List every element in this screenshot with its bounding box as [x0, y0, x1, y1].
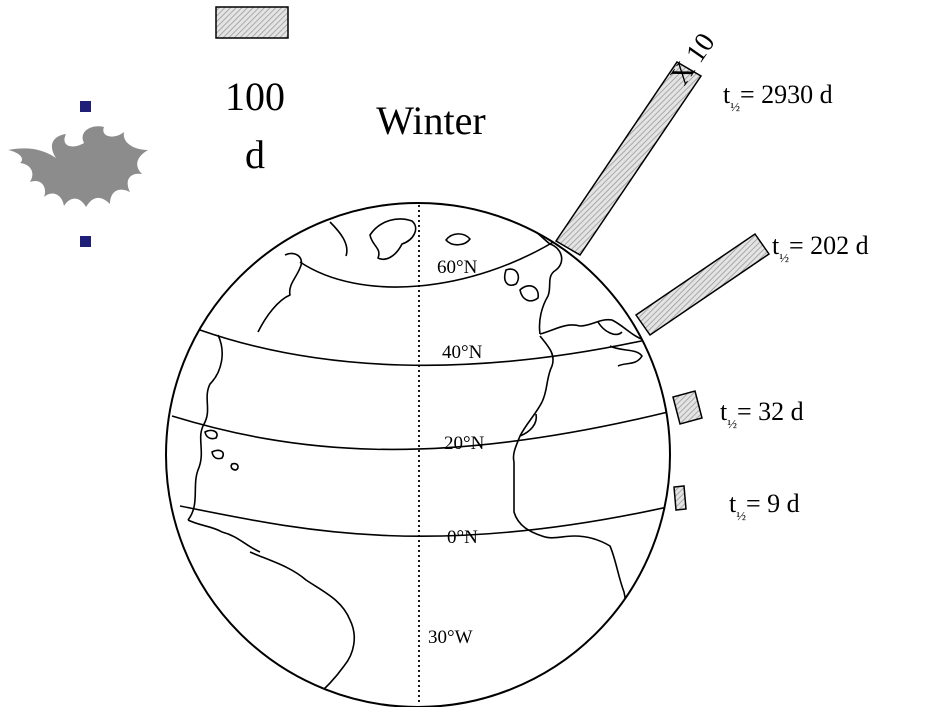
flame-logo-icon: [8, 126, 148, 207]
half-life-symbol: t: [723, 80, 731, 109]
half-life-value: = 2930 d: [740, 80, 833, 109]
half-life-bar-9d: [673, 485, 687, 511]
half-life-value: = 202 d: [789, 231, 869, 260]
globe-outline: [165, 202, 671, 707]
half-life-symbol: t: [772, 231, 780, 260]
half-life-bar-2930d: [554, 60, 703, 257]
latitude-label-20n: 20°N: [444, 433, 485, 454]
latitude-line-40n: [199, 329, 647, 367]
continent-outlines: [187, 218, 645, 701]
svg-text:t½= 2930 d: t½= 2930 d: [723, 80, 833, 114]
legend-scale-unit: d: [245, 132, 265, 177]
half-life-value: = 32 d: [737, 397, 804, 426]
half-life-bar-202d: [634, 232, 771, 337]
half-life-bars: [554, 60, 771, 511]
half-life-symbol: t: [729, 489, 737, 518]
half-life-label-2930d: t½= 2930 d: [723, 80, 833, 114]
meridian-label-30w: 30°W: [428, 627, 473, 648]
half-life-label-202d: t½= 202 d: [772, 231, 869, 265]
legend-scale-bar: [215, 6, 289, 39]
half-life-bar-32d: [672, 390, 703, 425]
latitude-line-20n: [171, 411, 669, 451]
half-life-symbol: t: [720, 397, 728, 426]
half-life-subscript: ½: [727, 416, 737, 431]
half-life-subscript: ½: [730, 99, 740, 114]
latitude-line-0n: [179, 505, 670, 537]
legend-scale-value: 100: [225, 74, 285, 119]
svg-text:t½= 32 d: t½= 32 d: [720, 397, 804, 431]
slide-bullet-3: [80, 236, 91, 247]
slide-bullet-1: [80, 101, 91, 112]
half-life-label-32d: t½= 32 d: [720, 397, 804, 431]
half-life-subscript: ½: [736, 508, 746, 523]
half-life-value: = 9 d: [746, 489, 800, 518]
latitude-label-60n: 60°N: [437, 257, 478, 278]
svg-text:t½= 9 d: t½= 9 d: [729, 489, 800, 523]
half-life-label-9d: t½= 9 d: [729, 489, 800, 523]
latitude-label-40n: 40°N: [442, 342, 483, 363]
svg-text:t½= 202 d: t½= 202 d: [772, 231, 869, 265]
half-life-subscript: ½: [779, 250, 789, 265]
season-label: Winter: [376, 98, 485, 143]
globe: 60°N 40°N 20°N 0°N 30°W: [165, 202, 671, 707]
latitude-label-0n: 0°N: [447, 527, 478, 548]
